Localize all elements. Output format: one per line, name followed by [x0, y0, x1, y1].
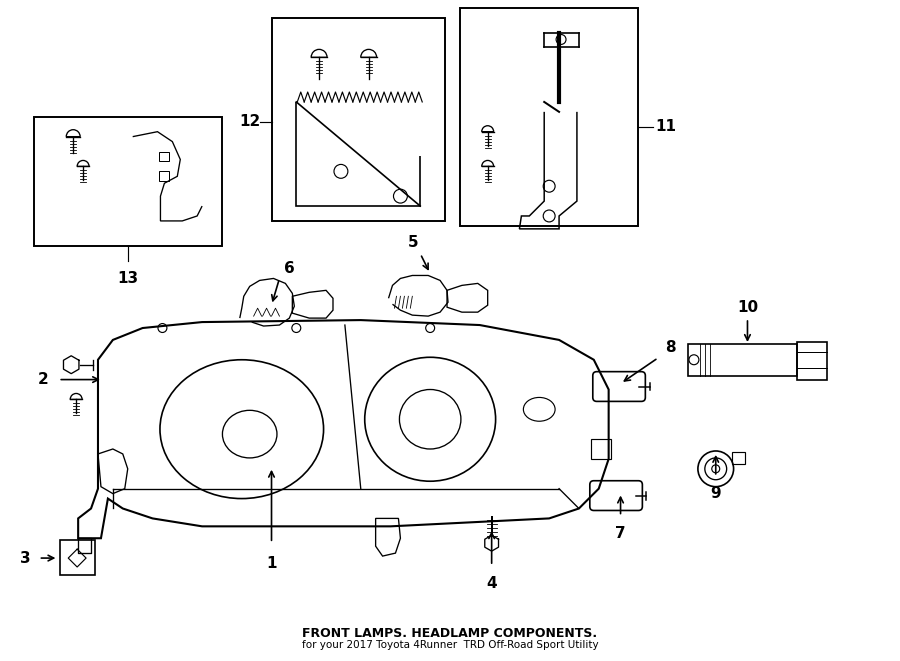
Bar: [688, 344, 797, 375]
Text: 11: 11: [656, 119, 677, 134]
Bar: [590, 439, 610, 459]
Text: 9: 9: [710, 486, 721, 501]
Text: 10: 10: [737, 299, 758, 315]
Bar: [460, 8, 638, 226]
Text: 8: 8: [665, 340, 675, 356]
Bar: [272, 18, 445, 221]
Text: 12: 12: [239, 114, 260, 130]
Text: 5: 5: [408, 235, 418, 251]
Bar: [159, 151, 169, 161]
Text: 6: 6: [284, 261, 294, 276]
Text: FRONT LAMPS. HEADLAMP COMPONENTS.: FRONT LAMPS. HEADLAMP COMPONENTS.: [302, 627, 598, 641]
Text: 13: 13: [117, 271, 139, 286]
Text: 3: 3: [21, 551, 31, 566]
Bar: [797, 342, 827, 379]
Bar: [33, 117, 222, 246]
Bar: [60, 540, 95, 575]
Text: 7: 7: [616, 525, 625, 541]
Bar: [159, 171, 169, 181]
Bar: [732, 452, 745, 464]
Text: 2: 2: [38, 372, 49, 387]
Text: 4: 4: [486, 576, 497, 592]
Text: for your 2017 Toyota 4Runner  TRD Off-Road Sport Utility: for your 2017 Toyota 4Runner TRD Off-Roa…: [302, 641, 598, 650]
Text: 1: 1: [266, 555, 277, 570]
